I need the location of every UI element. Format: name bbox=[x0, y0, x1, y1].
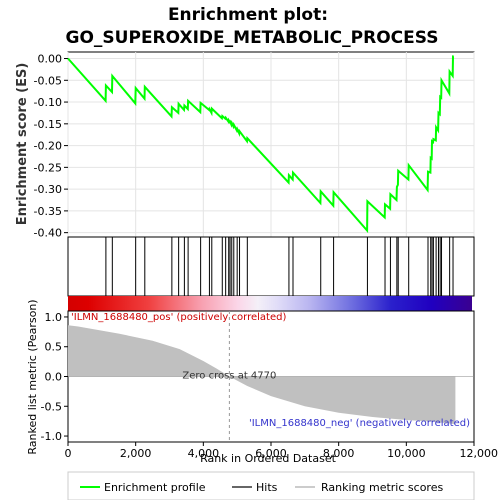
es-gridlines bbox=[67, 52, 475, 237]
es-y-tick-label: -0.25 bbox=[34, 161, 62, 174]
metric-y-tick-label: 0.0 bbox=[45, 371, 63, 384]
es-y-tick-label: -0.15 bbox=[34, 118, 62, 131]
legend-label-metric: Ranking metric scores bbox=[321, 481, 443, 494]
es-y-tick-label: 0.00 bbox=[38, 53, 63, 66]
chart-title-line1: Enrichment plot: bbox=[168, 5, 328, 25]
metric-y-tick-label: -0.5 bbox=[41, 400, 62, 413]
es-y-axis-label: Enrichment score (ES) bbox=[15, 63, 30, 226]
enrichment-profile-line bbox=[67, 55, 454, 234]
rank-color-bar bbox=[68, 296, 472, 311]
hits-panel bbox=[67, 236, 475, 297]
x-axis-label: Rank in Ordered Dataset bbox=[200, 452, 337, 465]
metric-y-tick-label: 0.5 bbox=[45, 341, 63, 354]
x-tick-label: 12,000 bbox=[460, 447, 499, 460]
hit-marks bbox=[105, 237, 454, 296]
ranking-metric-area bbox=[68, 325, 456, 425]
legend-label-enrichment: Enrichment profile bbox=[104, 481, 206, 494]
x-tick-label: 8,000 bbox=[323, 447, 355, 460]
chart-title-line2: GO_SUPEROXIDE_METABOLIC_PROCESS bbox=[66, 28, 439, 48]
negative-correlation-label: 'ILMN_1688480_neg' (negatively correlate… bbox=[249, 418, 470, 429]
metric-y-tick-label: -1.0 bbox=[41, 430, 62, 443]
x-tick-label: 4,000 bbox=[188, 447, 220, 460]
x-tick-label: 10,000 bbox=[387, 447, 426, 460]
legend-label-hits: Hits bbox=[256, 481, 278, 494]
x-tick-label: 2,000 bbox=[120, 447, 152, 460]
es-y-axis: 0.00 -0.05 -0.10 -0.15 -0.20 -0.25 -0.30 -0.35 -… bbox=[34, 53, 68, 240]
es-y-tick-label: -0.35 bbox=[34, 205, 62, 218]
positive-correlation-label: 'ILMN_1688480_pos' (positively correlate… bbox=[71, 312, 286, 323]
es-y-tick-label: -0.40 bbox=[34, 227, 62, 240]
metric-y-axis-label: Ranked list metric (Pearson) bbox=[26, 299, 39, 454]
es-y-tick-label: -0.20 bbox=[34, 140, 62, 153]
es-y-tick-label: -0.05 bbox=[34, 74, 62, 87]
metric-y-axis: 1.0 0.5 0.0 -0.5 -1.0 bbox=[41, 311, 68, 443]
x-tick-label: 6,000 bbox=[255, 447, 287, 460]
es-y-tick-label: -0.30 bbox=[34, 183, 62, 196]
x-tick-label: 0 bbox=[65, 447, 72, 460]
metric-y-tick-label: 1.0 bbox=[45, 311, 63, 324]
legend-box bbox=[67, 471, 475, 500]
x-axis: 0 2,000 4,000 6,000 8,000 10,000 12,000 bbox=[65, 442, 499, 460]
zero-cross-label: Zero cross at 4770 bbox=[182, 371, 276, 382]
es-y-tick-label: -0.10 bbox=[34, 96, 62, 109]
